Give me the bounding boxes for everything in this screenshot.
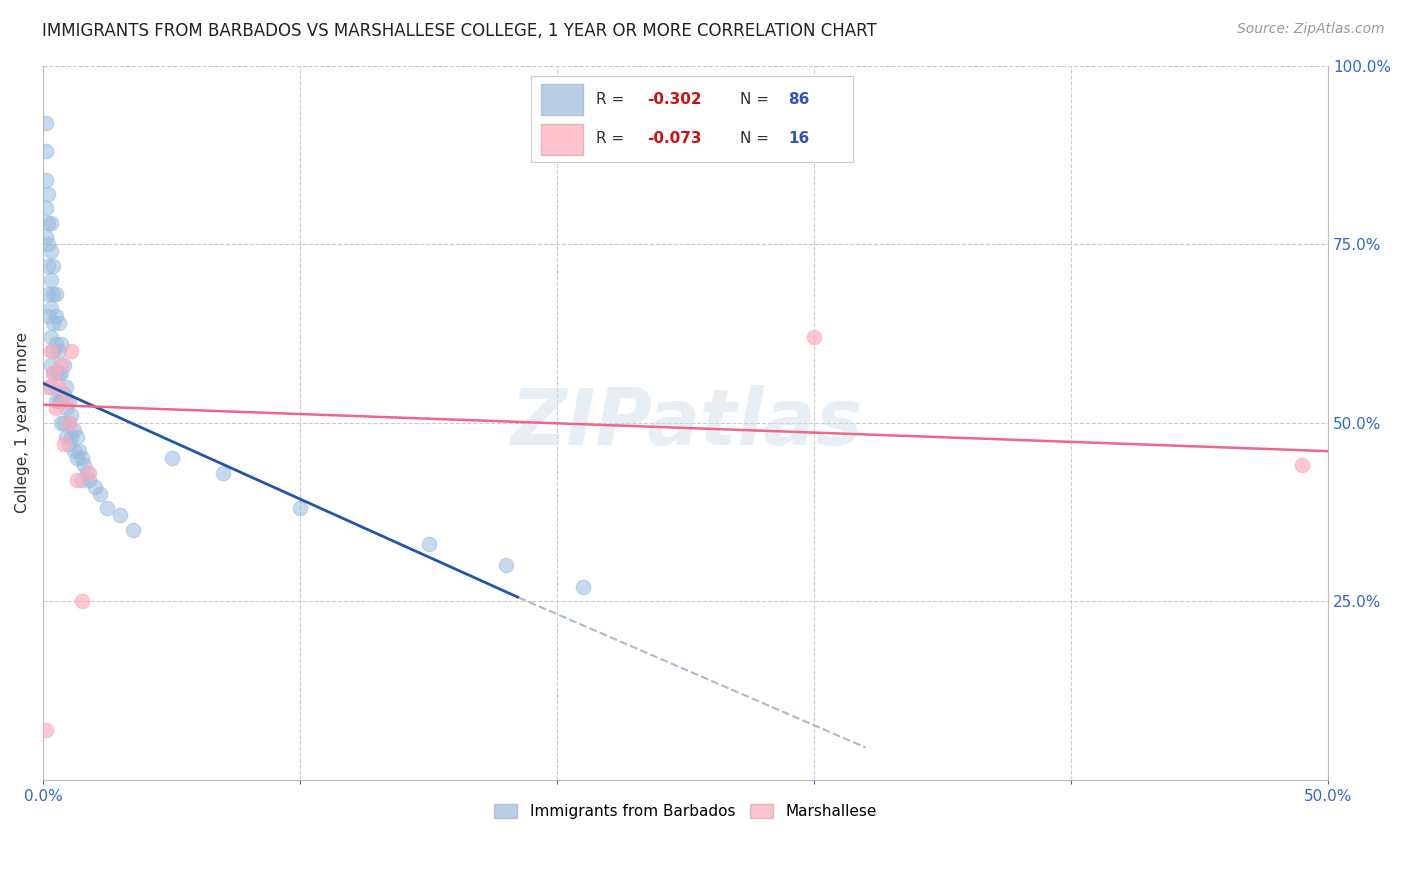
Point [35,116,58,130]
Point [42,366,65,380]
Point [45,401,67,416]
Point [52,437,75,451]
Point [212,466,235,480]
Point [52,387,75,401]
Point [96,501,118,516]
Point [45,394,67,409]
Point [45,309,67,323]
Point [55,380,77,394]
Point [70,451,93,466]
Point [418,537,440,551]
Point [160,451,183,466]
Point [89,487,111,501]
Point [35,723,58,737]
Point [51,337,73,351]
Point [122,523,145,537]
Legend: Immigrants from Barbados, Marshallese: Immigrants from Barbados, Marshallese [488,798,883,825]
Point [39,380,62,394]
Point [37,380,59,394]
Point [37,309,59,323]
Point [83,480,105,494]
Point [48,394,70,409]
Point [495,558,517,573]
Point [39,344,62,359]
Point [42,316,65,330]
Point [51,359,73,373]
Point [65,451,87,466]
Point [58,394,80,409]
Point [79,473,101,487]
Point [35,202,58,216]
Point [39,301,62,316]
Point [55,401,77,416]
Point [70,594,93,608]
Point [58,416,80,430]
Point [45,287,67,301]
Point [51,366,73,380]
Text: Source: ZipAtlas.com: Source: ZipAtlas.com [1237,22,1385,37]
Point [39,330,62,344]
Point [35,173,58,187]
Point [48,316,70,330]
Point [60,430,83,444]
Point [63,444,86,458]
Point [37,259,59,273]
Point [37,216,59,230]
Point [63,423,86,437]
Text: ZIPatlas: ZIPatlas [509,384,862,460]
Point [37,287,59,301]
Point [48,366,70,380]
Point [35,145,58,159]
Point [52,359,75,373]
Point [45,337,67,351]
Point [60,409,83,423]
Point [52,416,75,430]
Point [39,216,62,230]
Point [572,580,595,594]
Point [39,273,62,287]
Point [58,437,80,451]
Point [51,416,73,430]
Text: IMMIGRANTS FROM BARBADOS VS MARSHALLESE COLLEGE, 1 YEAR OR MORE CORRELATION CHAR: IMMIGRANTS FROM BARBADOS VS MARSHALLESE … [42,22,877,40]
Point [65,430,87,444]
Point [42,259,65,273]
Point [55,394,77,409]
Point [290,501,312,516]
Point [70,473,93,487]
Point [55,430,77,444]
Point [45,366,67,380]
Point [42,366,65,380]
Point [803,330,825,344]
Point [39,359,62,373]
Point [65,473,87,487]
Point [35,230,58,244]
Point [1291,458,1313,473]
Point [39,244,62,259]
Point [60,344,83,359]
Point [37,187,59,202]
Point [37,237,59,252]
Point [42,287,65,301]
Point [110,508,132,523]
Point [51,394,73,409]
Point [67,444,90,458]
Point [58,416,80,430]
Point [79,466,101,480]
Point [48,380,70,394]
Point [76,466,98,480]
Point [48,344,70,359]
Point [73,458,96,473]
Point [42,344,65,359]
Y-axis label: College, 1 year or more: College, 1 year or more [15,332,30,513]
